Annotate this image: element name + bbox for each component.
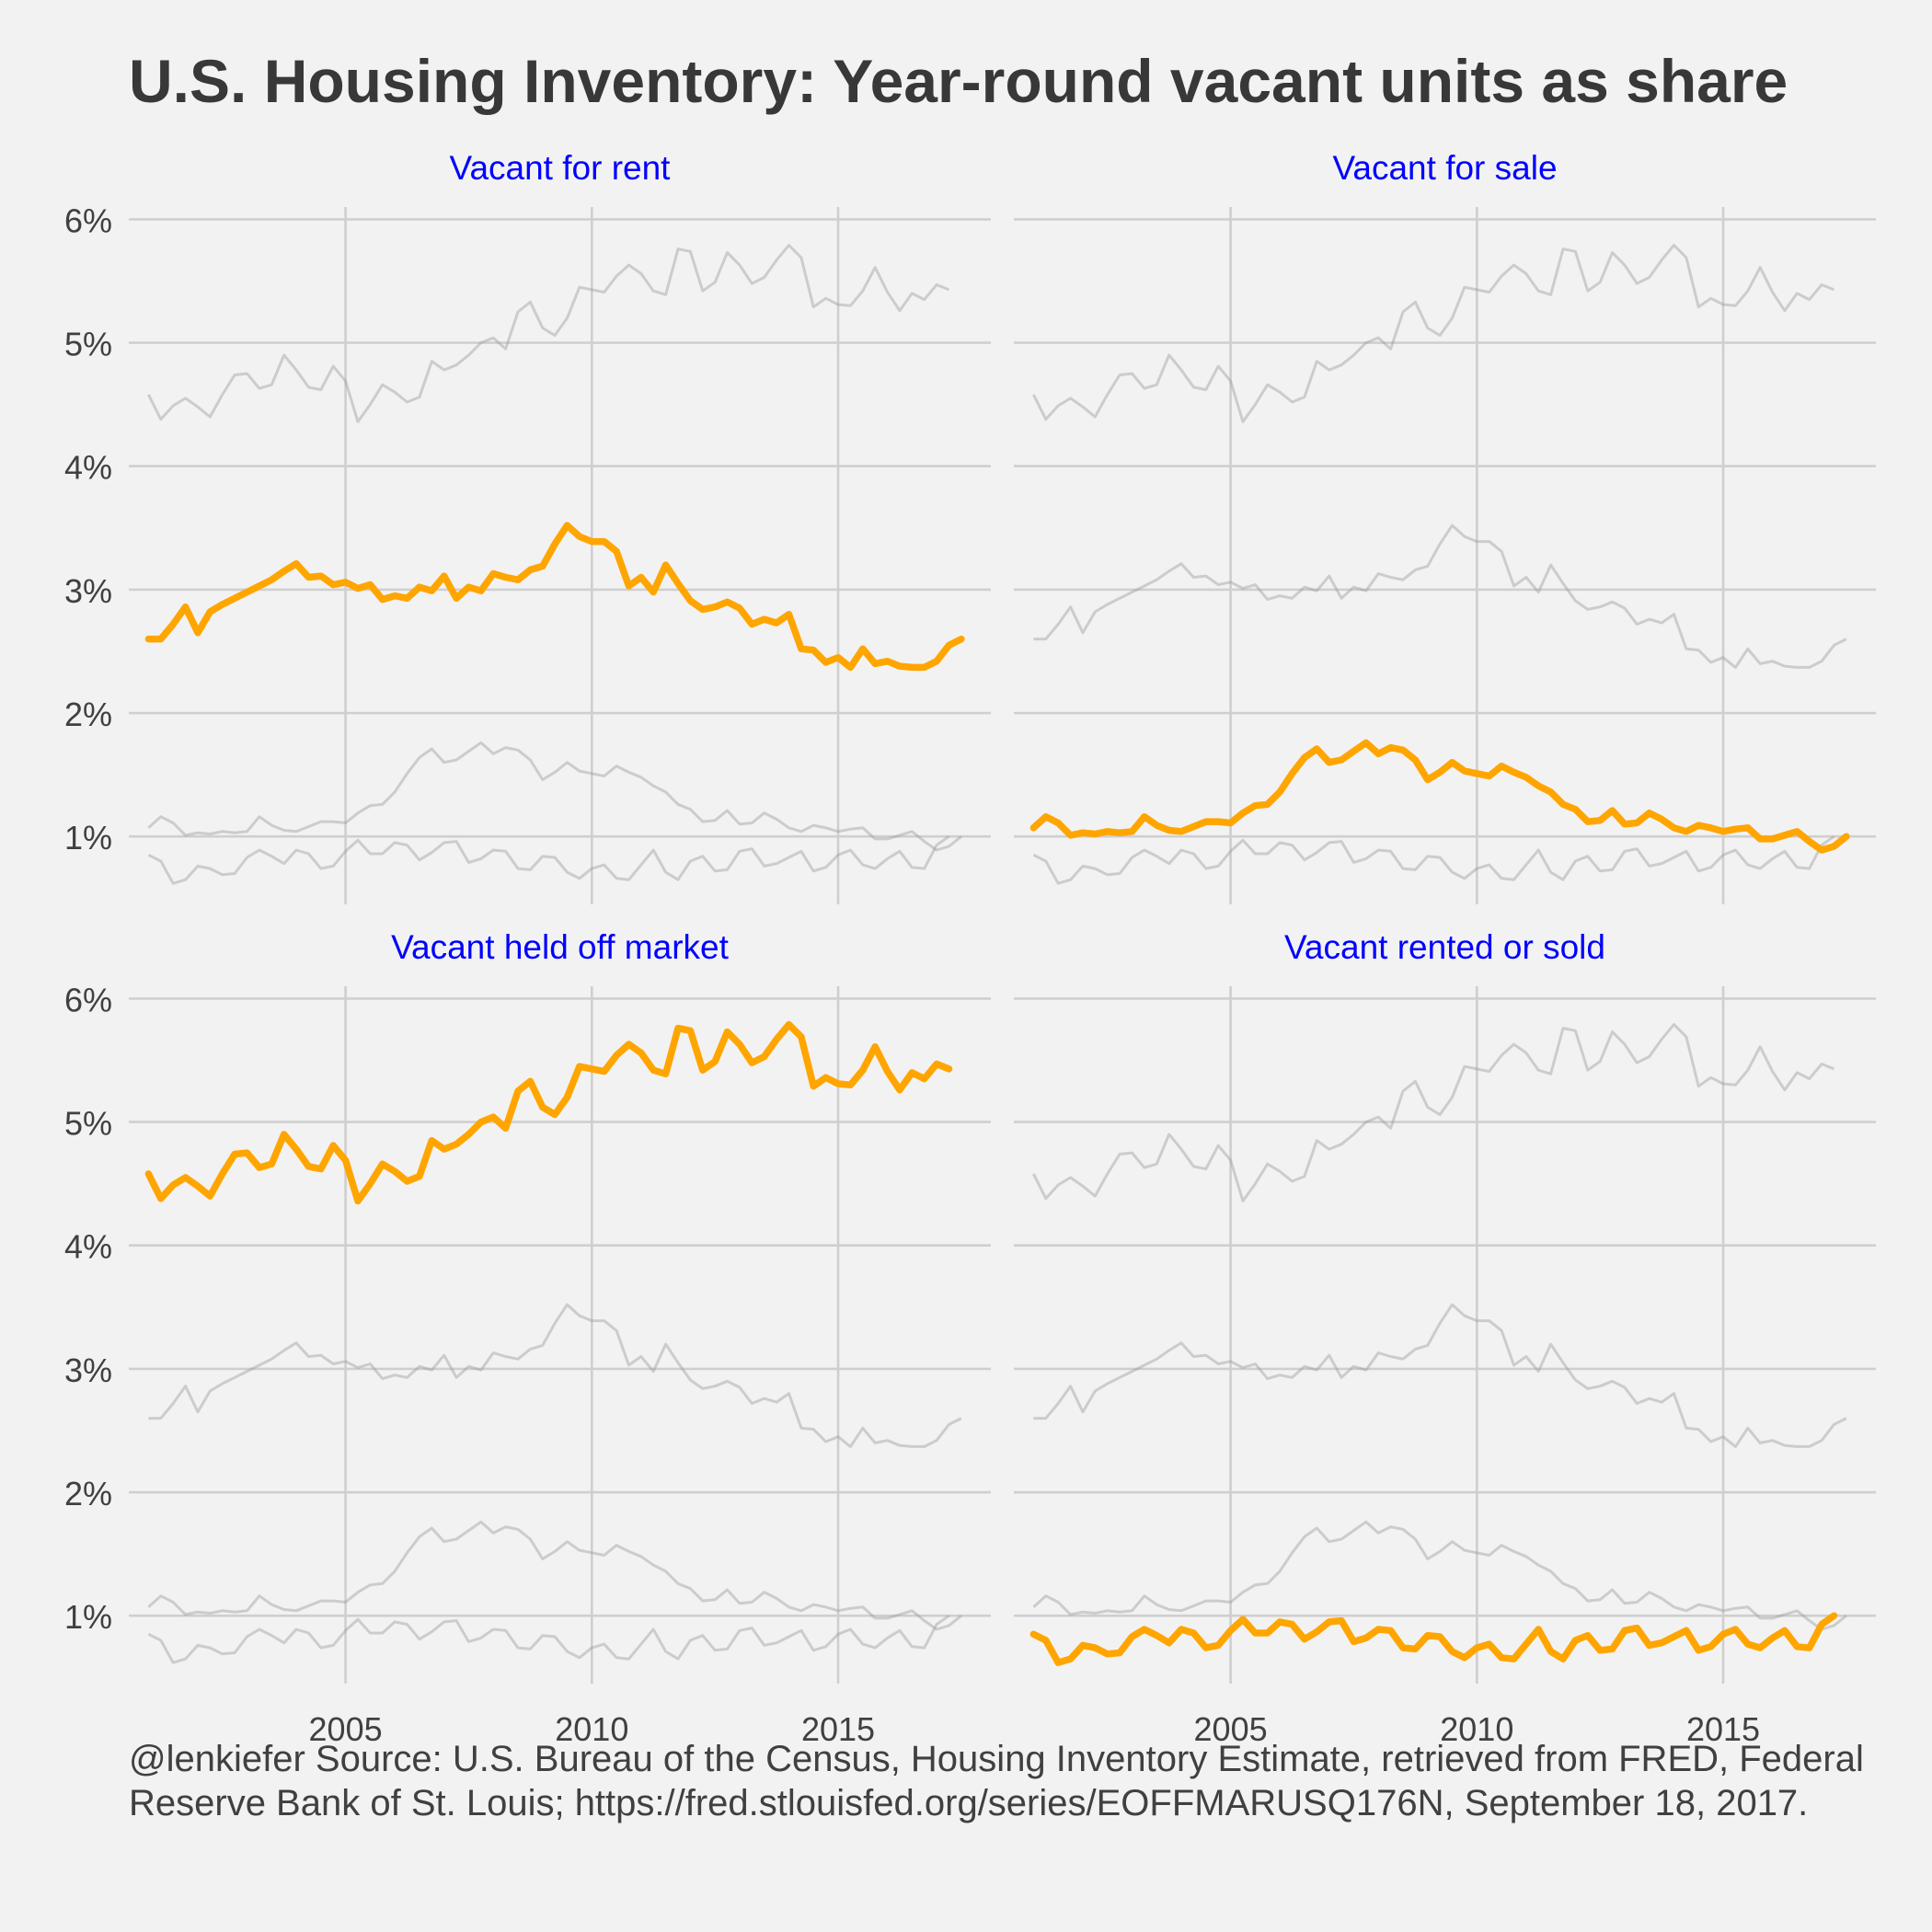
y-tick-label: 5% <box>64 326 112 363</box>
chart-caption: @lenkiefer Source: U.S. Bureau of the Ce… <box>129 1739 1864 1823</box>
x-tick-label: 2010 <box>1440 1710 1513 1748</box>
panel-vacant-rented-or-sold: 2005 2010 2015 Vacant rented or sold <box>1014 928 1876 1748</box>
y-tick-label: 1% <box>64 1598 112 1636</box>
panel-vacant-held-off-market: 1% 2% 3% 4% 5% 6% 2005 2010 2015 Vacant held off … <box>64 928 991 1748</box>
facet-title: Vacant for rent <box>450 149 672 187</box>
y-tick-label: 1% <box>64 819 112 857</box>
y-tick-label: 4% <box>64 449 112 487</box>
background-line-vacant-held-off-market <box>147 244 950 423</box>
y-tick-label: 2% <box>64 696 112 733</box>
highlight-line-vacant-held-off-market <box>144 1020 953 1205</box>
background-line-vacant-for-sale <box>1032 1520 1847 1631</box>
highlight-line-vacant-for-sale <box>1029 739 1850 854</box>
background-line-vacant-for-rent <box>1033 523 1847 669</box>
x-tick-label: 2015 <box>1686 1710 1760 1748</box>
facet-title: Vacant rented or sold <box>1284 928 1605 966</box>
highlight-line-vacant-rented-or-sold <box>1029 1612 1838 1666</box>
x-tick-label: 2010 <box>555 1710 628 1748</box>
y-tick-label: 6% <box>64 201 112 239</box>
facet-title: Vacant held off market <box>391 928 730 966</box>
background-line-vacant-for-sale <box>147 741 962 852</box>
background-line-vacant-for-rent <box>148 1303 962 1448</box>
chart-title: U.S. Housing Inventory: Year-round vacan… <box>129 47 1788 115</box>
background-line-vacant-rented-or-sold <box>1032 834 1835 885</box>
background-line-vacant-for-sale <box>147 1520 962 1631</box>
y-tick-label: 5% <box>64 1105 112 1143</box>
panel-vacant-for-sale: Vacant for sale <box>1014 149 1876 904</box>
facet-title: Vacant for sale <box>1332 149 1557 187</box>
y-tick-label: 4% <box>64 1228 112 1266</box>
y-tick-label: 2% <box>64 1475 112 1512</box>
background-line-vacant-rented-or-sold <box>147 834 950 885</box>
y-tick-label: 6% <box>64 981 112 1018</box>
y-tick-label: 3% <box>64 1351 112 1389</box>
y-tick-label: 3% <box>64 572 112 610</box>
background-line-vacant-for-rent <box>1033 1303 1847 1448</box>
background-line-vacant-held-off-market <box>1032 244 1835 423</box>
panel-vacant-for-rent: 1% 2% 3% 4% 5% 6% Vacant for rent <box>64 149 991 904</box>
x-tick-label: 2005 <box>309 1710 383 1748</box>
x-tick-label: 2005 <box>1194 1710 1268 1748</box>
x-tick-label: 2015 <box>801 1710 875 1748</box>
background-line-vacant-held-off-market <box>1032 1023 1835 1202</box>
background-line-vacant-rented-or-sold <box>147 1614 950 1664</box>
highlight-line-vacant-for-rent <box>144 522 965 672</box>
